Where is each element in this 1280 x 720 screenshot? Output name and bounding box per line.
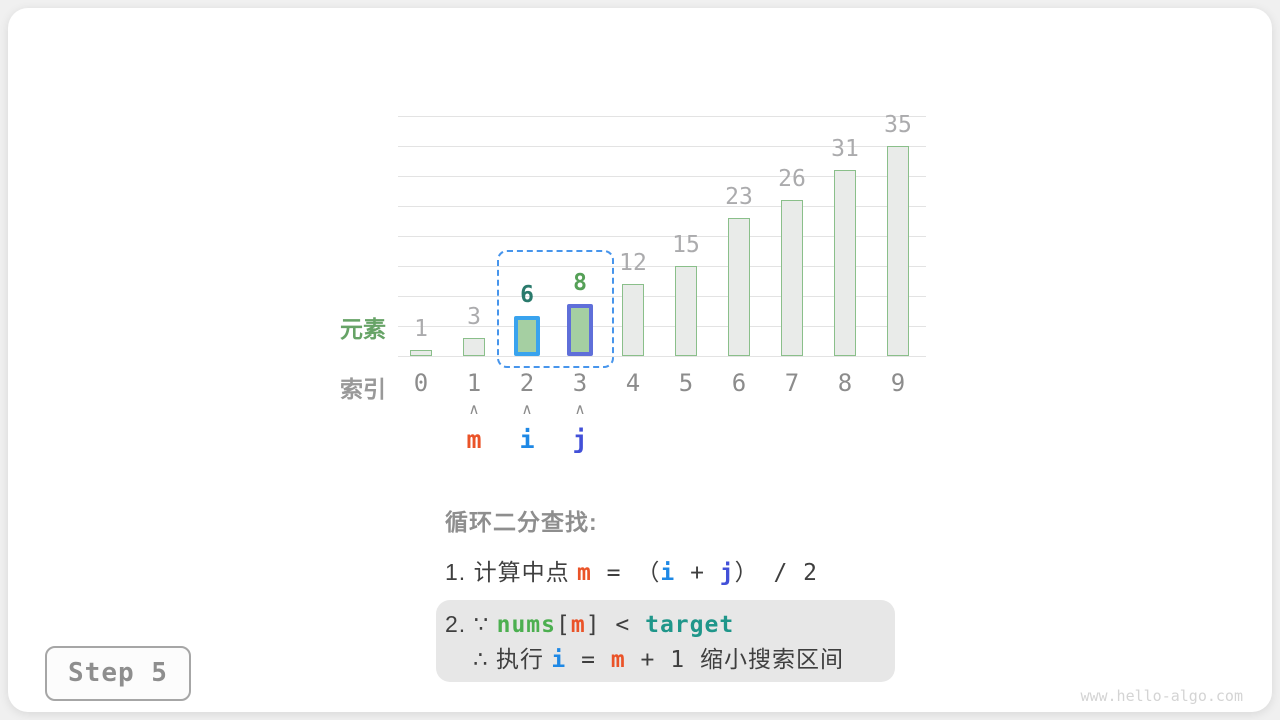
pointer-arrow-icon: ∧ — [574, 401, 586, 418]
pointer-arrow-icon: ∧ — [521, 401, 533, 418]
text-segment: [ — [556, 612, 571, 638]
index-label: 6 — [731, 369, 747, 397]
text-segment: ] < — [585, 612, 646, 638]
bar-value-label: 6 — [520, 282, 534, 308]
index-label: 1 — [466, 369, 482, 397]
bar-value-label: 8 — [573, 270, 587, 296]
chart-gridline — [398, 146, 926, 147]
index-label: 3 — [572, 369, 588, 397]
procedure-title: 循环二分查找: — [445, 509, 598, 535]
text-segment: ∴ 执行 — [473, 646, 552, 672]
pointer-arrow-icon: ∧ — [468, 401, 480, 418]
chart-gridline — [398, 236, 926, 237]
step-2-condition-text: 2. ∵ nums[m] < target — [445, 607, 895, 642]
pointer-label-i: i — [519, 425, 535, 454]
index-label: 4 — [625, 369, 641, 397]
text-segment: 2. ∵ — [445, 611, 497, 637]
chart-gridline — [398, 266, 926, 267]
search-window-dashed-outline — [497, 250, 614, 368]
text-segment: + — [675, 560, 720, 586]
array-bar — [887, 146, 909, 356]
text-segment: 缩小搜索区间 — [699, 646, 844, 672]
index-label: 5 — [678, 369, 694, 397]
index-label: 7 — [784, 369, 800, 397]
text-segment: i — [660, 560, 676, 586]
array-bar — [622, 284, 644, 356]
array-bar-highlighted — [514, 316, 540, 356]
text-segment: j — [719, 560, 735, 586]
chart-gridline — [398, 296, 926, 297]
array-bar — [463, 338, 485, 356]
bar-value-label: 1 — [414, 316, 428, 342]
current-step-note-box: 2. ∵ nums[m] < target ∴ 执行 i = m + 1 缩小搜… — [436, 600, 895, 682]
bar-value-label: 15 — [672, 232, 700, 258]
chart-gridline — [398, 176, 926, 177]
array-bar — [728, 218, 750, 356]
bar-value-label: 12 — [619, 250, 647, 276]
text-segment: m — [570, 612, 586, 638]
bar-value-label: 35 — [884, 112, 912, 138]
chart-gridline — [398, 116, 926, 117]
text-segment: target — [645, 612, 735, 638]
text-segment: + 1 — [625, 647, 700, 673]
index-label: 8 — [837, 369, 853, 397]
array-bar — [781, 200, 803, 356]
array-bar-highlighted — [567, 304, 593, 356]
figure-card: 1 0 3 1 6 2 8 3 12 4 15 5 23 6 26 7 31 8 35 9 元素 索引 ∧ m ∧ i ∧ j … — [8, 8, 1272, 712]
text-segment: m — [576, 560, 592, 586]
chart-gridline — [398, 206, 926, 207]
index-label: 0 — [413, 369, 429, 397]
y-axis-label: 元素 — [340, 316, 386, 342]
text-segment: ） — [734, 559, 759, 585]
index-label: 2 — [519, 369, 535, 397]
pointer-label-j: j — [572, 425, 588, 454]
pointer-label-m: m — [466, 425, 482, 454]
array-bar — [410, 350, 432, 356]
text-segment: = — [566, 647, 611, 673]
step-badge: Step 5 — [45, 646, 191, 701]
text-segment: = — [591, 560, 637, 586]
bar-value-label: 26 — [778, 166, 806, 192]
x-axis-label: 索引 — [340, 376, 386, 402]
text-segment: nums — [496, 612, 556, 638]
array-bar — [675, 266, 697, 356]
chart-gridline — [398, 326, 926, 327]
bar-value-label: 3 — [467, 304, 481, 330]
text-segment: i — [551, 647, 567, 673]
step-2-action-text: ∴ 执行 i = m + 1 缩小搜索区间 — [473, 642, 895, 677]
array-bar — [834, 170, 856, 356]
bar-value-label: 31 — [831, 136, 859, 162]
index-label: 9 — [890, 369, 906, 397]
bar-value-label: 23 — [725, 184, 753, 210]
watermark: www.hello-algo.com — [1080, 687, 1243, 705]
text-segment: / 2 — [758, 560, 819, 586]
text-segment: m — [610, 647, 626, 673]
step-1-text: 1. 计算中点 m = （i + j） / 2 — [445, 556, 818, 589]
text-segment: （ — [636, 559, 661, 585]
text-segment: 1. 计算中点 — [445, 559, 577, 585]
chart-gridline — [398, 356, 926, 357]
